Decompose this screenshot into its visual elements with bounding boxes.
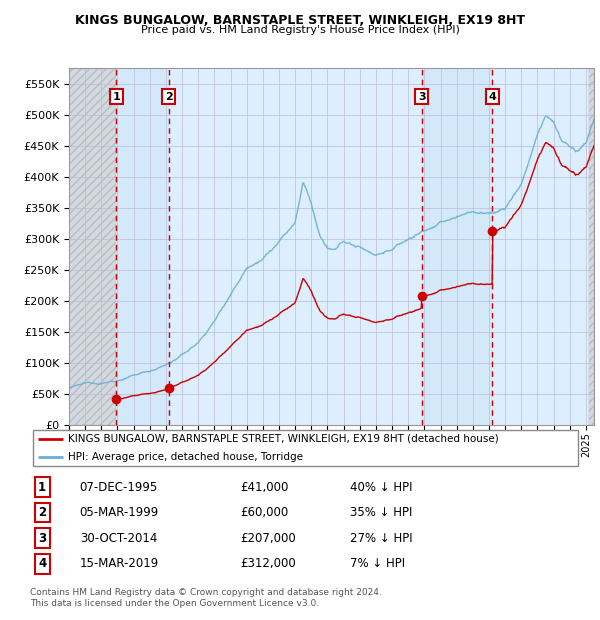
Bar [589, 68, 594, 425]
Text: £41,000: £41,000 [240, 480, 288, 494]
Text: This data is licensed under the Open Government Licence v3.0.: This data is licensed under the Open Gov… [30, 599, 319, 608]
Text: 30-OCT-2014: 30-OCT-2014 [80, 532, 157, 545]
Text: 7% ↓ HPI: 7% ↓ HPI [350, 557, 405, 570]
Text: 15-MAR-2019: 15-MAR-2019 [80, 557, 159, 570]
Text: 1: 1 [112, 92, 120, 102]
Text: 2: 2 [165, 92, 173, 102]
Text: 4: 4 [488, 92, 496, 102]
Text: 1: 1 [38, 480, 46, 494]
Bar [69, 68, 116, 425]
Text: 05-MAR-1999: 05-MAR-1999 [80, 506, 159, 519]
Text: KINGS BUNGALOW, BARNSTAPLE STREET, WINKLEIGH, EX19 8HT: KINGS BUNGALOW, BARNSTAPLE STREET, WINKL… [75, 14, 525, 27]
Text: 2: 2 [38, 506, 46, 519]
Text: KINGS BUNGALOW, BARNSTAPLE STREET, WINKLEIGH, EX19 8HT (detached house): KINGS BUNGALOW, BARNSTAPLE STREET, WINKL… [68, 433, 498, 444]
Text: 3: 3 [418, 92, 425, 102]
Text: Contains HM Land Registry data © Crown copyright and database right 2024.: Contains HM Land Registry data © Crown c… [30, 588, 382, 597]
Text: 27% ↓ HPI: 27% ↓ HPI [350, 532, 413, 545]
Text: £60,000: £60,000 [240, 506, 288, 519]
Text: 40% ↓ HPI: 40% ↓ HPI [350, 480, 413, 494]
Text: 35% ↓ HPI: 35% ↓ HPI [350, 506, 413, 519]
FancyBboxPatch shape [33, 430, 578, 466]
Text: HPI: Average price, detached house, Torridge: HPI: Average price, detached house, Torr… [68, 452, 302, 463]
Text: Price paid vs. HM Land Registry's House Price Index (HPI): Price paid vs. HM Land Registry's House … [140, 25, 460, 35]
Bar [116, 68, 169, 425]
Text: 3: 3 [38, 532, 46, 545]
Text: 07-DEC-1995: 07-DEC-1995 [80, 480, 158, 494]
Bar [422, 68, 493, 425]
Text: £312,000: £312,000 [240, 557, 296, 570]
Text: £207,000: £207,000 [240, 532, 296, 545]
Text: 4: 4 [38, 557, 46, 570]
